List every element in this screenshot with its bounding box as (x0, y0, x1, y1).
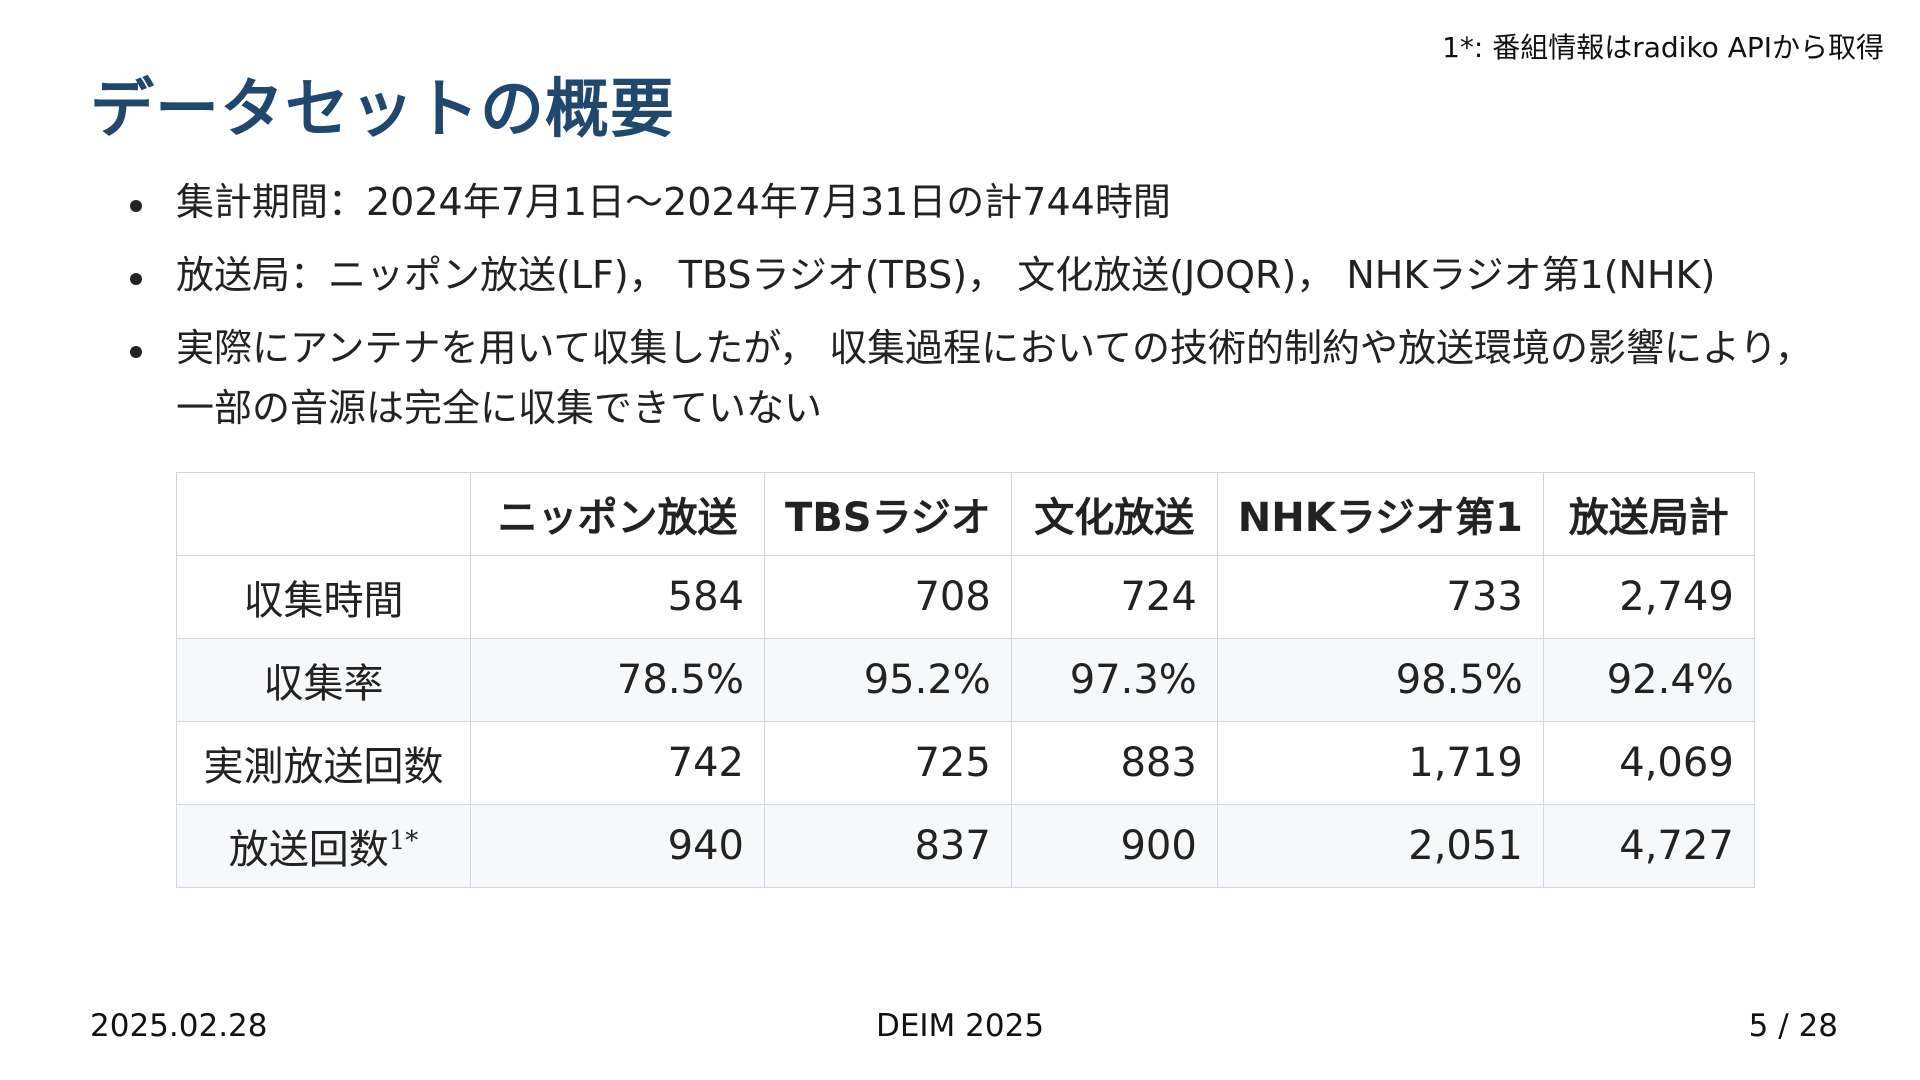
table-cell: 4,069 (1542, 721, 1755, 805)
row-label: 収集時間 (176, 555, 471, 639)
table-cell: 1,719 (1216, 721, 1544, 805)
row-label: 収集率 (176, 638, 471, 722)
table-cell: 78.5% (470, 638, 765, 722)
header-blank (176, 472, 471, 556)
table-row: 実測放送回数 742 725 883 1,719 4,069 (176, 721, 1755, 805)
bullet-list: 集計期間：2024年7月1日〜2024年7月31日の計744時間 放送局：ニッポ… (90, 172, 1920, 451)
row-label: 放送回数 (228, 827, 389, 873)
header-nhk: NHKラジオ第1 (1216, 472, 1544, 556)
table-cell: 900 (1010, 804, 1218, 888)
table-cell: 95.2% (764, 638, 1012, 722)
table-cell: 2,749 (1542, 555, 1755, 639)
table-cell: 725 (764, 721, 1012, 805)
table-cell: 733 (1216, 555, 1544, 639)
table-row: 放送回数1* 940 837 900 2,051 4,727 (176, 804, 1755, 888)
table-cell: 837 (764, 804, 1012, 888)
header-joqr: 文化放送 (1010, 472, 1218, 556)
table-row: 収集時間 584 708 724 733 2,749 (176, 555, 1755, 639)
row-label: 実測放送回数 (176, 721, 471, 805)
footnote-marker: 1* (388, 826, 419, 856)
table-cell: 584 (470, 555, 765, 639)
table-cell: 708 (764, 555, 1012, 639)
table-cell: 4,727 (1542, 804, 1755, 888)
bullet-limitation: 実際にアンテナを用いて収集したが， 収集過程においての技術的制約や放送環境の影響… (130, 318, 1836, 440)
footer-date: 2025.02.28 (90, 1008, 268, 1044)
footer-venue: DEIM 2025 (875, 1008, 1045, 1044)
table-cell: 97.3% (1010, 638, 1218, 722)
table-cell: 883 (1010, 721, 1218, 805)
table-cell: 98.5% (1216, 638, 1544, 722)
row-label-cell: 放送回数1* (176, 804, 471, 888)
table-row: 収集率 78.5% 95.2% 97.3% 98.5% 92.4% (176, 638, 1755, 722)
dataset-summary-table: ニッポン放送 TBSラジオ 文化放送 NHKラジオ第1 放送局計 収集時間 58… (176, 472, 1755, 888)
header-tbs: TBSラジオ (764, 472, 1012, 556)
header-lf: ニッポン放送 (470, 472, 765, 556)
slide-title: データセットの概要 (90, 73, 675, 147)
table-cell: 724 (1010, 555, 1218, 639)
footnote-source: 1*: 番組情報はradiko APIから取得 (1442, 31, 1884, 64)
bullet-period: 集計期間：2024年7月1日〜2024年7月31日の計744時間 (130, 172, 1920, 233)
bullet-stations: 放送局：ニッポン放送(LF)， TBSラジオ(TBS)， 文化放送(JOQR)，… (130, 245, 1920, 306)
table-cell: 742 (470, 721, 765, 805)
table-cell: 940 (470, 804, 765, 888)
table-cell: 2,051 (1216, 804, 1544, 888)
table-header-row: ニッポン放送 TBSラジオ 文化放送 NHKラジオ第1 放送局計 (176, 472, 1755, 556)
header-total: 放送局計 (1542, 472, 1755, 556)
table-cell: 92.4% (1542, 638, 1755, 722)
page-number: 5 / 28 (1748, 1008, 1838, 1044)
